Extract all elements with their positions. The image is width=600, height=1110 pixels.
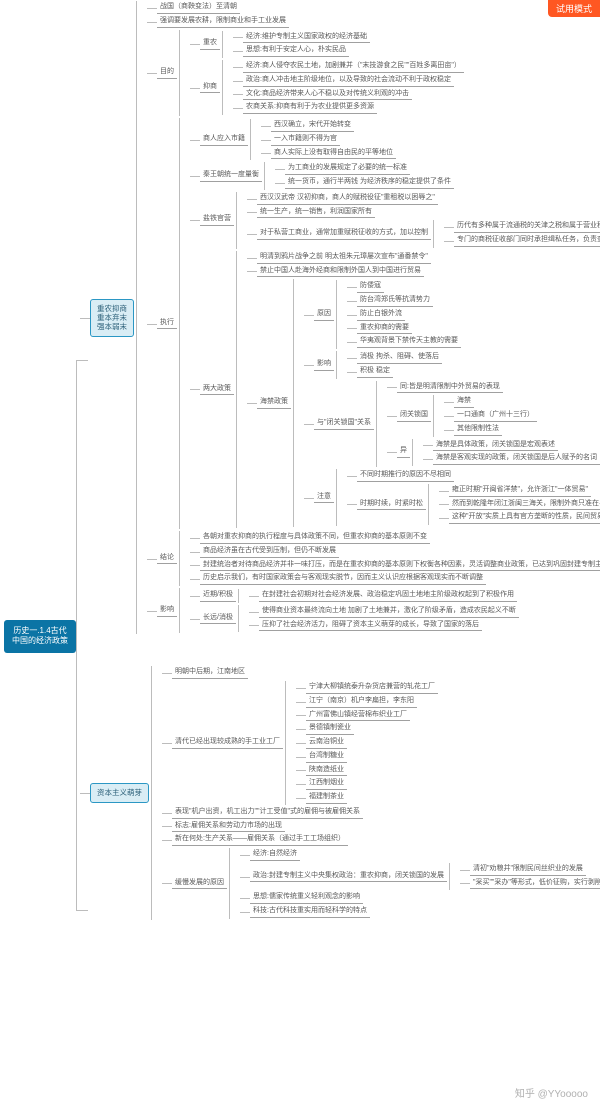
leaf-node: 政治:商人冲击地主阶级地位，以及导致的社会流动不利于政权稳定 xyxy=(243,75,454,87)
leaf-node: 两大政策 xyxy=(200,384,234,396)
main-branch-label: 资本主义萌芽 xyxy=(90,783,149,802)
leaf-node: 防倭寇 xyxy=(357,281,384,293)
leaf-node: 然而到乾隆年闭江浙闽三海关，限制外商只准在粤海关一口贸易 xyxy=(449,499,600,511)
leaf-node: 原因 xyxy=(314,309,334,321)
leaf-node: 统一货币，通行半两钱 为经济秩序的稳定提供了条件 xyxy=(285,177,454,189)
leaf-node: 台湾制糖业 xyxy=(306,751,347,763)
leaf-node: 陕南造纸业 xyxy=(306,765,347,777)
leaf-node: 对于私营工商业，通常加重赋税征收的方式，加以控制 xyxy=(257,228,431,240)
main-branch: 重农抑商重本弃末强本弱末 战国（商鞅变法）至清朝强调要发展农耕，限制商业和手工业发… xyxy=(80,0,600,635)
leaf-node: 为工商业的发展规定了必要的统一标准 xyxy=(285,163,410,175)
leaf-node: 海禁 xyxy=(454,396,474,408)
leaf-node: 经济:自然经济 xyxy=(250,849,300,861)
leaf-node: 海禁是客观实现的政策，闭关锁国是后人赋予的名词 xyxy=(433,453,600,465)
leaf-node: 影响 xyxy=(157,605,177,617)
leaf-node: 同:皆是明清限制中外贸易的表现 xyxy=(397,382,503,394)
leaf-node: 重农 xyxy=(200,38,220,50)
leaf-node: 专门的商税征收部门同时承担缉私任务，负责查办私贩盐茶等行为 xyxy=(454,235,600,247)
leaf-node: 福建制茶业 xyxy=(306,792,347,804)
leaf-node: 抑商 xyxy=(200,82,220,94)
leaf-node: 海禁是具体政策，闭关锁国是宏观表述 xyxy=(433,440,558,452)
leaf-node: 清初"劝粮并"限制民间丝织业的发展 xyxy=(470,864,586,876)
leaf-node: 注意 xyxy=(314,492,334,504)
leaf-node: 思想:有利于安定人心，朴实民品 xyxy=(243,45,349,57)
root-connector xyxy=(76,360,77,910)
leaf-node: 压抑了社会经济活力，阻碍了资本主义萌芽的成长，导致了国家的落后 xyxy=(259,620,482,632)
leaf-node: 目的 xyxy=(157,67,177,79)
leaf-node: 长远/消极 xyxy=(200,613,236,625)
leaf-node: 清代已经出现较成熟的手工业工厂 xyxy=(172,737,283,749)
leaf-node: 海禁政策 xyxy=(257,397,291,409)
leaf-node: 不同时期推行的原因不尽相同 xyxy=(357,470,454,482)
leaf-node: 闭关锁国 xyxy=(397,410,431,422)
leaf-node: 执行 xyxy=(157,318,177,330)
leaf-node: 盐铁官营 xyxy=(200,214,234,226)
leaf-node: 雍正时期"开闽省洋禁"，允许浙江"一体贸易" xyxy=(449,485,591,497)
leaf-node: 明朝中后期，江南地区 xyxy=(172,667,248,679)
leaf-node: 重农抑商的需要 xyxy=(357,323,412,335)
leaf-node: 历代有多种属于流通税的关津之税和属于营业税的市肆之税 xyxy=(454,221,600,233)
leaf-node: "采买""采办"等形式，低价征购，实行剥削 xyxy=(470,878,600,890)
leaf-node: 新在何处:生产关系——雇佣关系（通过手工工场组织） xyxy=(172,834,348,846)
leaf-node: 商人实际上没有取得自由民的平等地位 xyxy=(271,148,396,160)
leaf-node: 异 xyxy=(397,446,410,458)
leaf-node: 文化:商品经济带来人心不稳以及对传统义利观的冲击 xyxy=(243,89,412,101)
leaf-node: 西汉汉武帝 汉初抑商，商人的赋税役征"重租税以困辱之" xyxy=(257,193,438,205)
leaf-node: 广州富佛山镇经营棉布织业工厂 xyxy=(306,710,410,722)
leaf-node: 商品经济虽在古代受到压制，但仍不断发展 xyxy=(200,546,339,558)
leaf-node: 农商关系:抑商有利于为农业提供更多资源 xyxy=(243,102,377,114)
leaf-node: 在封建社会初期对社会经济发展、政治稳定巩固土地地主阶级政权起到了积极作用 xyxy=(259,590,517,602)
leaf-node: 经济:商人侵夺农民土地，加剧兼并（"末技游食之民""百姓多离田亩"） xyxy=(243,61,464,73)
leaf-node: 江西制烟业 xyxy=(306,778,347,790)
leaf-node: 近期/积极 xyxy=(200,590,236,602)
leaf-node: 科技:古代科技重实用而轻科学的特点 xyxy=(250,906,370,918)
leaf-node: 标志:雇佣关系和劳动力市场的出现 xyxy=(172,821,285,833)
leaf-node: 经济:维护专制主义国家政权的经济基础 xyxy=(243,32,370,44)
leaf-node: 商人应入市籍 xyxy=(200,134,248,146)
leaf-node: 江宁（南京）机户李扁担，李东阳 xyxy=(306,696,417,708)
leaf-node: 禁止中国人赴海外经商和限制外国人到中国进行贸易 xyxy=(257,266,424,278)
leaf-node: 缓慢发展的原因 xyxy=(172,878,227,890)
leaf-node: 宁津大柳镇统泰升杂货店兼营的轧花工厂 xyxy=(306,682,438,694)
leaf-node: 一口通商（广州十三行） xyxy=(454,410,537,422)
leaf-node: 封建统治者对待商品经济并非一味打压，而是在重农抑商的基本原则下权衡各种因素，灵活… xyxy=(200,560,600,572)
leaf-node: 使得商业资本最终流向土地 加剧了土地兼并，激化了阶级矛盾，造成农民起义不断 xyxy=(259,606,519,618)
leaf-node: 结论 xyxy=(157,553,177,565)
leaf-node: 消极 拘杀、阻碍、使落后 xyxy=(357,352,442,364)
leaf-node: 思想:儒家传统重义轻利观念的影响 xyxy=(250,892,363,904)
leaf-node: 一入市籍则不得为官 xyxy=(271,134,340,146)
leaf-node: 历史启示我们，有时国家政策会与客观现实脱节，因而主义认识应根据客观现实而不断调整 xyxy=(200,573,486,585)
leaf-node: 明清到鸦片战争之前 明太祖朱元璋屡次宣布"通番禁令" xyxy=(257,252,431,264)
zhihu-watermark: 知乎 @YYooooo xyxy=(515,1085,588,1100)
leaf-node: 统一生产，统一销售，利润国家所有 xyxy=(257,207,375,219)
leaf-node: 景德镇制瓷业 xyxy=(306,723,354,735)
leaf-node: 时期时续，时紧时松 xyxy=(357,499,426,511)
leaf-node: 与"闭关锁国"关系 xyxy=(314,418,374,430)
leaf-node: 影响 xyxy=(314,359,334,371)
leaf-node: 政治:封建专制主义中央集权政治：重农抑商，闭关锁国的发展 xyxy=(250,871,447,883)
leaf-node: 华夷观背景下禁传天主教的需要 xyxy=(357,336,461,348)
leaf-node: 西汉确立，宋代开始转变 xyxy=(271,120,354,132)
leaf-node: 防止白银外流 xyxy=(357,309,405,321)
main-branch-label: 重农抑商重本弃末强本弱末 xyxy=(90,299,134,337)
leaf-node: 秦王朝统一度量衡 xyxy=(200,170,262,182)
leaf-node: 这种"开放"实质上具有官方垄断的性质，民间贸易往来仍然禁止 xyxy=(449,512,600,524)
leaf-node: 云南治铜业 xyxy=(306,737,347,749)
leaf-node: 防台湾郑氏等抗清势力 xyxy=(357,295,433,307)
leaf-node: 各朝对重农抑商的执行程度与具体政策不同，但重农抑商的基本原则不变 xyxy=(200,532,430,544)
leaf-node: 表现"机户出资，机工出力""计工受值"式的雇佣与被雇佣关系 xyxy=(172,807,363,819)
leaf-node: 强调要发展农耕，限制商业和手工业发展 xyxy=(157,16,289,28)
main-branch: 资本主义萌芽 明朝中后期，江南地区清代已经出现较成熟的手工业工厂 宁津大柳镇统泰升杂… xyxy=(80,665,600,921)
leaf-node: 积极 稳定 xyxy=(357,366,393,378)
leaf-node: 战国（商鞅变法）至清朝 xyxy=(157,2,240,14)
leaf-node: 其他限制性法 xyxy=(454,424,502,436)
root-node: 历史一.1.4古代中国的经济政策 xyxy=(4,620,76,653)
mindmap-tree: 重农抑商重本弃末强本弱末 战国（商鞅变法）至清朝强调要发展农耕，限制商业和手工业发… xyxy=(80,0,600,921)
trial-mode-badge: 试用模式 xyxy=(548,0,600,17)
